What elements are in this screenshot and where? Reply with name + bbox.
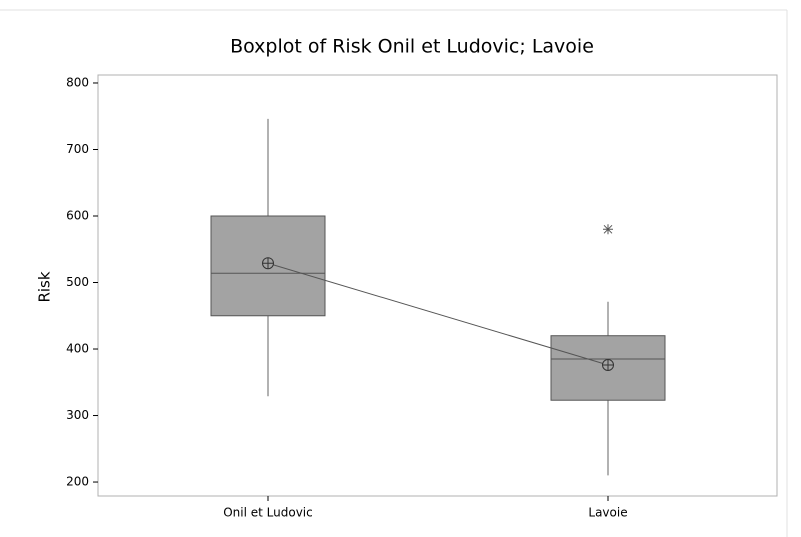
plot-frame [97,74,778,497]
x-tick-label: Lavoie [588,506,627,520]
y-tick-label: 300 [66,408,89,422]
y-tick-label: 400 [66,342,89,356]
x-tick-label: Onil et Ludovic [223,506,313,520]
chart-title: Boxplot of Risk Onil et Ludovic; Lavoie [230,36,594,58]
y-tick-label: 200 [66,475,89,489]
y-tick-label: 800 [66,75,89,89]
outlier [603,224,613,235]
mean-line [267,262,609,366]
y-tick-label: 600 [66,208,89,222]
y-axis-label: Risk [36,271,54,302]
mean-symbol [602,359,615,371]
y-tick-label: 500 [66,275,89,289]
y-tick-label: 700 [66,142,89,156]
mean-symbol [262,257,275,270]
